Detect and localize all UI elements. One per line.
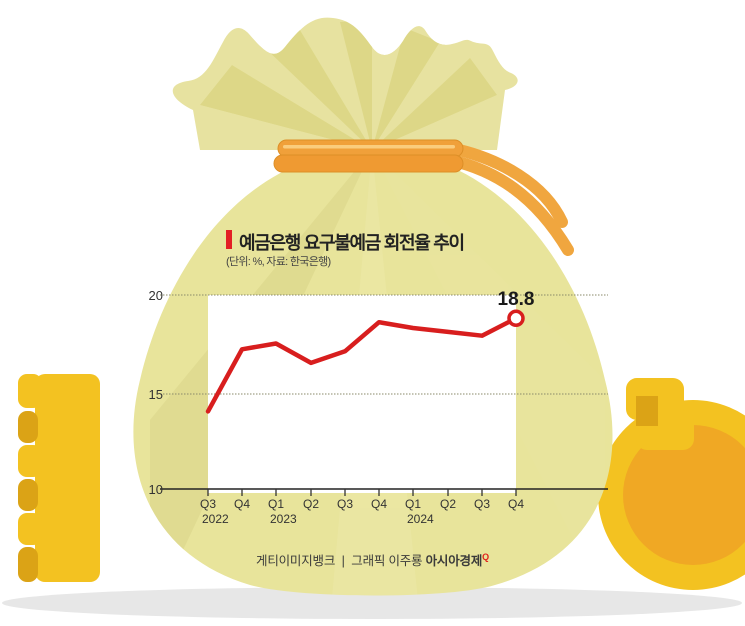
svg-text:18.8: 18.8	[498, 289, 535, 310]
svg-text:2023: 2023	[270, 512, 297, 526]
svg-text:Q4: Q4	[371, 497, 387, 511]
svg-text:Q3: Q3	[337, 497, 353, 511]
svg-text:2022: 2022	[202, 512, 229, 526]
svg-text:10: 10	[149, 482, 163, 497]
svg-text:Q3: Q3	[200, 497, 216, 511]
svg-text:Q4: Q4	[234, 497, 250, 511]
svg-text:Q1: Q1	[405, 497, 421, 511]
svg-text:20: 20	[149, 288, 163, 303]
svg-text:Q2: Q2	[303, 497, 319, 511]
svg-text:2024: 2024	[407, 512, 434, 526]
svg-text:15: 15	[149, 387, 163, 402]
svg-text:Q2: Q2	[440, 497, 456, 511]
svg-text:Q3: Q3	[474, 497, 490, 511]
svg-text:Q1: Q1	[268, 497, 284, 511]
svg-text:Q4: Q4	[508, 497, 524, 511]
